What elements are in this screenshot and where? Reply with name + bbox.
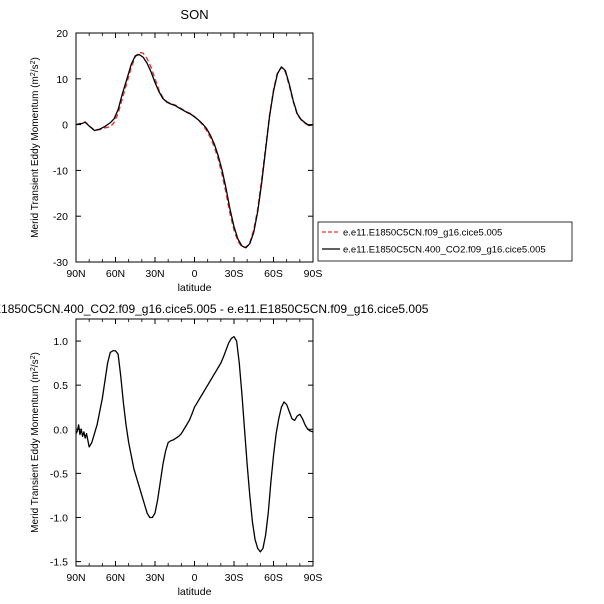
x-tick-label: 30N	[145, 572, 164, 584]
y-tick-label: -20	[53, 211, 68, 223]
y-tick-label: 0.5	[53, 380, 68, 392]
x-tick-label: 0	[192, 572, 198, 584]
plot-frame	[75, 32, 314, 263]
legend: e.e11.E1850C5CN.f09_g16.cice5.005 e.e11.E…	[317, 221, 573, 262]
x-axis-label: latitude	[178, 586, 212, 598]
x-axis-label: latitude	[178, 282, 212, 294]
legend-box	[317, 221, 573, 262]
x-tick-label: 30S	[225, 572, 244, 584]
chart-title: SON	[180, 7, 208, 22]
y-tick-label: 20	[56, 28, 68, 40]
x-tick-label: 0	[192, 268, 198, 280]
series-line	[76, 335, 313, 553]
y-tick-label: 10	[56, 74, 68, 86]
y-tick-label: 1.0	[53, 336, 68, 348]
y-tick-label: -10	[53, 165, 68, 177]
legend-label: e.e11.E1850C5CN.f09_g16.cice5.005	[343, 228, 502, 239]
x-tick-label: 60N	[106, 268, 125, 280]
x-tick-label: 90N	[66, 268, 85, 280]
y-axis-label: Merid Transient Eddy Momentum (m2/s2)	[30, 352, 42, 533]
y-tick-label: 0	[62, 120, 68, 132]
series-line	[76, 53, 313, 249]
legend-label: e.e11.E1850C5CN.400_CO2.f09_g16.cice5.00…	[343, 245, 546, 256]
y-axis-label: Merid Transient Eddy Momentum (m2/s2)	[30, 57, 42, 238]
chart-bottom: e.e11.E1850C5CN.400_CO2.f09_g16.cice5.00…	[0, 302, 429, 598]
y-tick-label: 0.0	[53, 424, 68, 436]
chart-top: SON 90N 60N 30N 0 30S 60S 90S 20 10 0 -10 -20 -30 lati…	[30, 7, 573, 294]
y-tick-label: -30	[53, 257, 68, 269]
x-tick-label: 30N	[145, 268, 164, 280]
x-tick-label: 90N	[66, 572, 85, 584]
x-tick-label: 60N	[106, 572, 125, 584]
x-tick-label: 60S	[264, 572, 283, 584]
x-tick-label: 30S	[225, 268, 244, 280]
y-tick-label: -1.0	[50, 512, 68, 524]
y-tick-label: -1.5	[50, 557, 68, 569]
chart-title: e.e11.E1850C5CN.400_CO2.f09_g16.cice5.00…	[0, 302, 429, 316]
x-tick-label: 90S	[304, 268, 323, 280]
x-tick-label: 60S	[264, 268, 283, 280]
y-tick-label: -0.5	[50, 468, 68, 480]
series-line	[76, 51, 313, 249]
x-tick-label: 90S	[304, 572, 323, 584]
plot-frame	[75, 318, 314, 567]
